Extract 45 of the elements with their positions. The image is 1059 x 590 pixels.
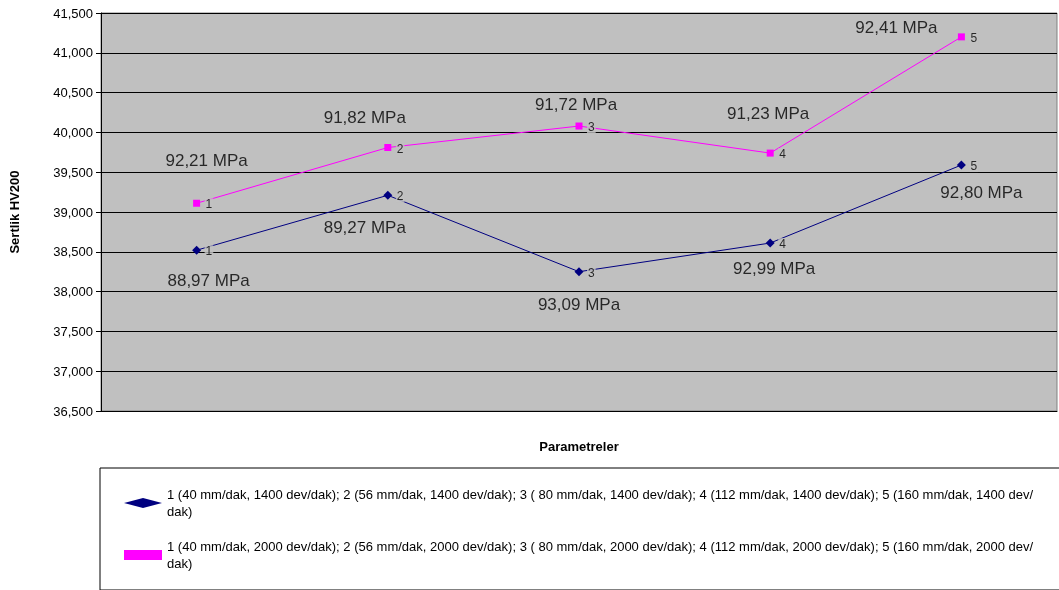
point — [193, 199, 201, 207]
annotation: 3 — [588, 265, 595, 280]
point — [575, 122, 583, 130]
y-tick-label: 40,500 — [53, 85, 93, 101]
annotation: 89,27 MPa — [323, 217, 407, 237]
annotation: 1 — [205, 244, 213, 259]
annotation: 5 — [970, 159, 978, 174]
annotation: 4 — [779, 147, 787, 162]
annotation: 91,72 MPa — [534, 94, 618, 114]
y-tick-label: 39,500 — [53, 164, 93, 180]
point — [384, 144, 392, 152]
point — [192, 245, 202, 255]
point — [383, 190, 393, 200]
annotation: 93,09 MPa — [537, 295, 621, 315]
annotation: 2 — [396, 141, 404, 156]
point — [765, 238, 775, 248]
annotation: 92,41 MPa — [855, 18, 939, 38]
legend-label: 1 (40 mm/dak, 2000 dev/dak); 2 (56 mm/dak, 2000 dev/dak); 3 ( 80 mm/dak, 2000 dev/dak); 4 (112 mm/dak, 2000 dev/dak); 5 (160 mm/dak, 2000 dev/dak) — [167, 539, 1034, 571]
y-tick-label: 40,000 — [53, 124, 93, 140]
point — [957, 33, 965, 41]
annotation: 1 — [205, 197, 213, 212]
y-tick-label: 37,000 — [53, 363, 93, 379]
x-axis-title: Parametreler — [539, 439, 619, 454]
annotation: 88,97 MPa — [167, 270, 251, 290]
y-tick-label: 38,000 — [53, 284, 93, 300]
y-tick-label: 41,000 — [53, 45, 93, 61]
y-tick-label: 37,500 — [53, 323, 93, 339]
y-tick-label: 36,500 — [53, 403, 93, 419]
annotation: 2 — [396, 189, 404, 204]
annotation: 92,99 MPa — [733, 258, 816, 278]
annotation: 5 — [970, 30, 978, 45]
point — [574, 267, 584, 277]
annotation: 91,23 MPa — [727, 103, 810, 123]
annotation: 92,80 MPa — [940, 182, 1024, 202]
y-tick-label: 38,500 — [53, 244, 93, 260]
annotation: 3 — [588, 120, 595, 135]
point — [766, 149, 774, 157]
y-axis-title: Sertlik HV200 — [7, 170, 22, 254]
y-tick-label: 41,500 — [53, 5, 93, 21]
annotation: 91,82 MPa — [323, 108, 407, 128]
y-tick-label: 39,000 — [53, 204, 93, 220]
annotation: 4 — [779, 237, 787, 252]
legend-label: 1 (40 mm/dak, 1400 dev/dak); 2 (56 mm/dak, 1400 dev/dak); 3 ( 80 mm/dak, 1400 dev/dak); 4 (112 mm/dak, 1400 dev/dak); 5 (160 mm/dak, 1400 dev/dak) — [167, 487, 1034, 519]
point — [956, 160, 966, 170]
annotation: 92,21 MPa — [165, 150, 249, 170]
